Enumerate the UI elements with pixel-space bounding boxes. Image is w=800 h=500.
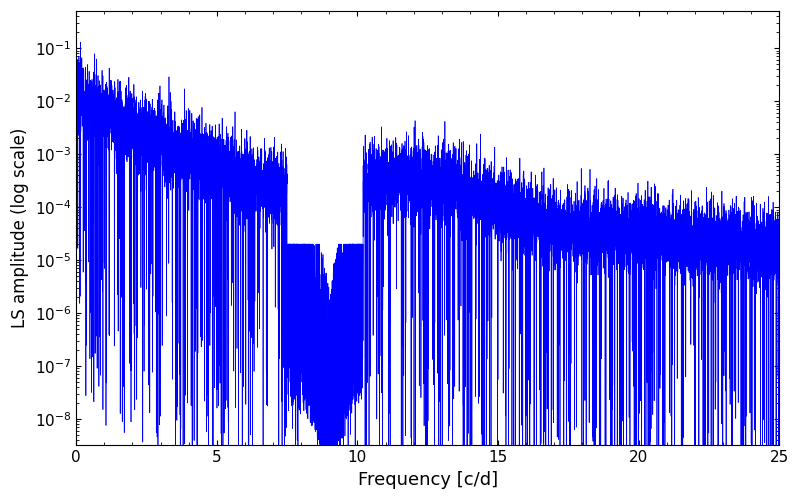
X-axis label: Frequency [c/d]: Frequency [c/d] [358,471,498,489]
Y-axis label: LS amplitude (log scale): LS amplitude (log scale) [11,128,29,328]
